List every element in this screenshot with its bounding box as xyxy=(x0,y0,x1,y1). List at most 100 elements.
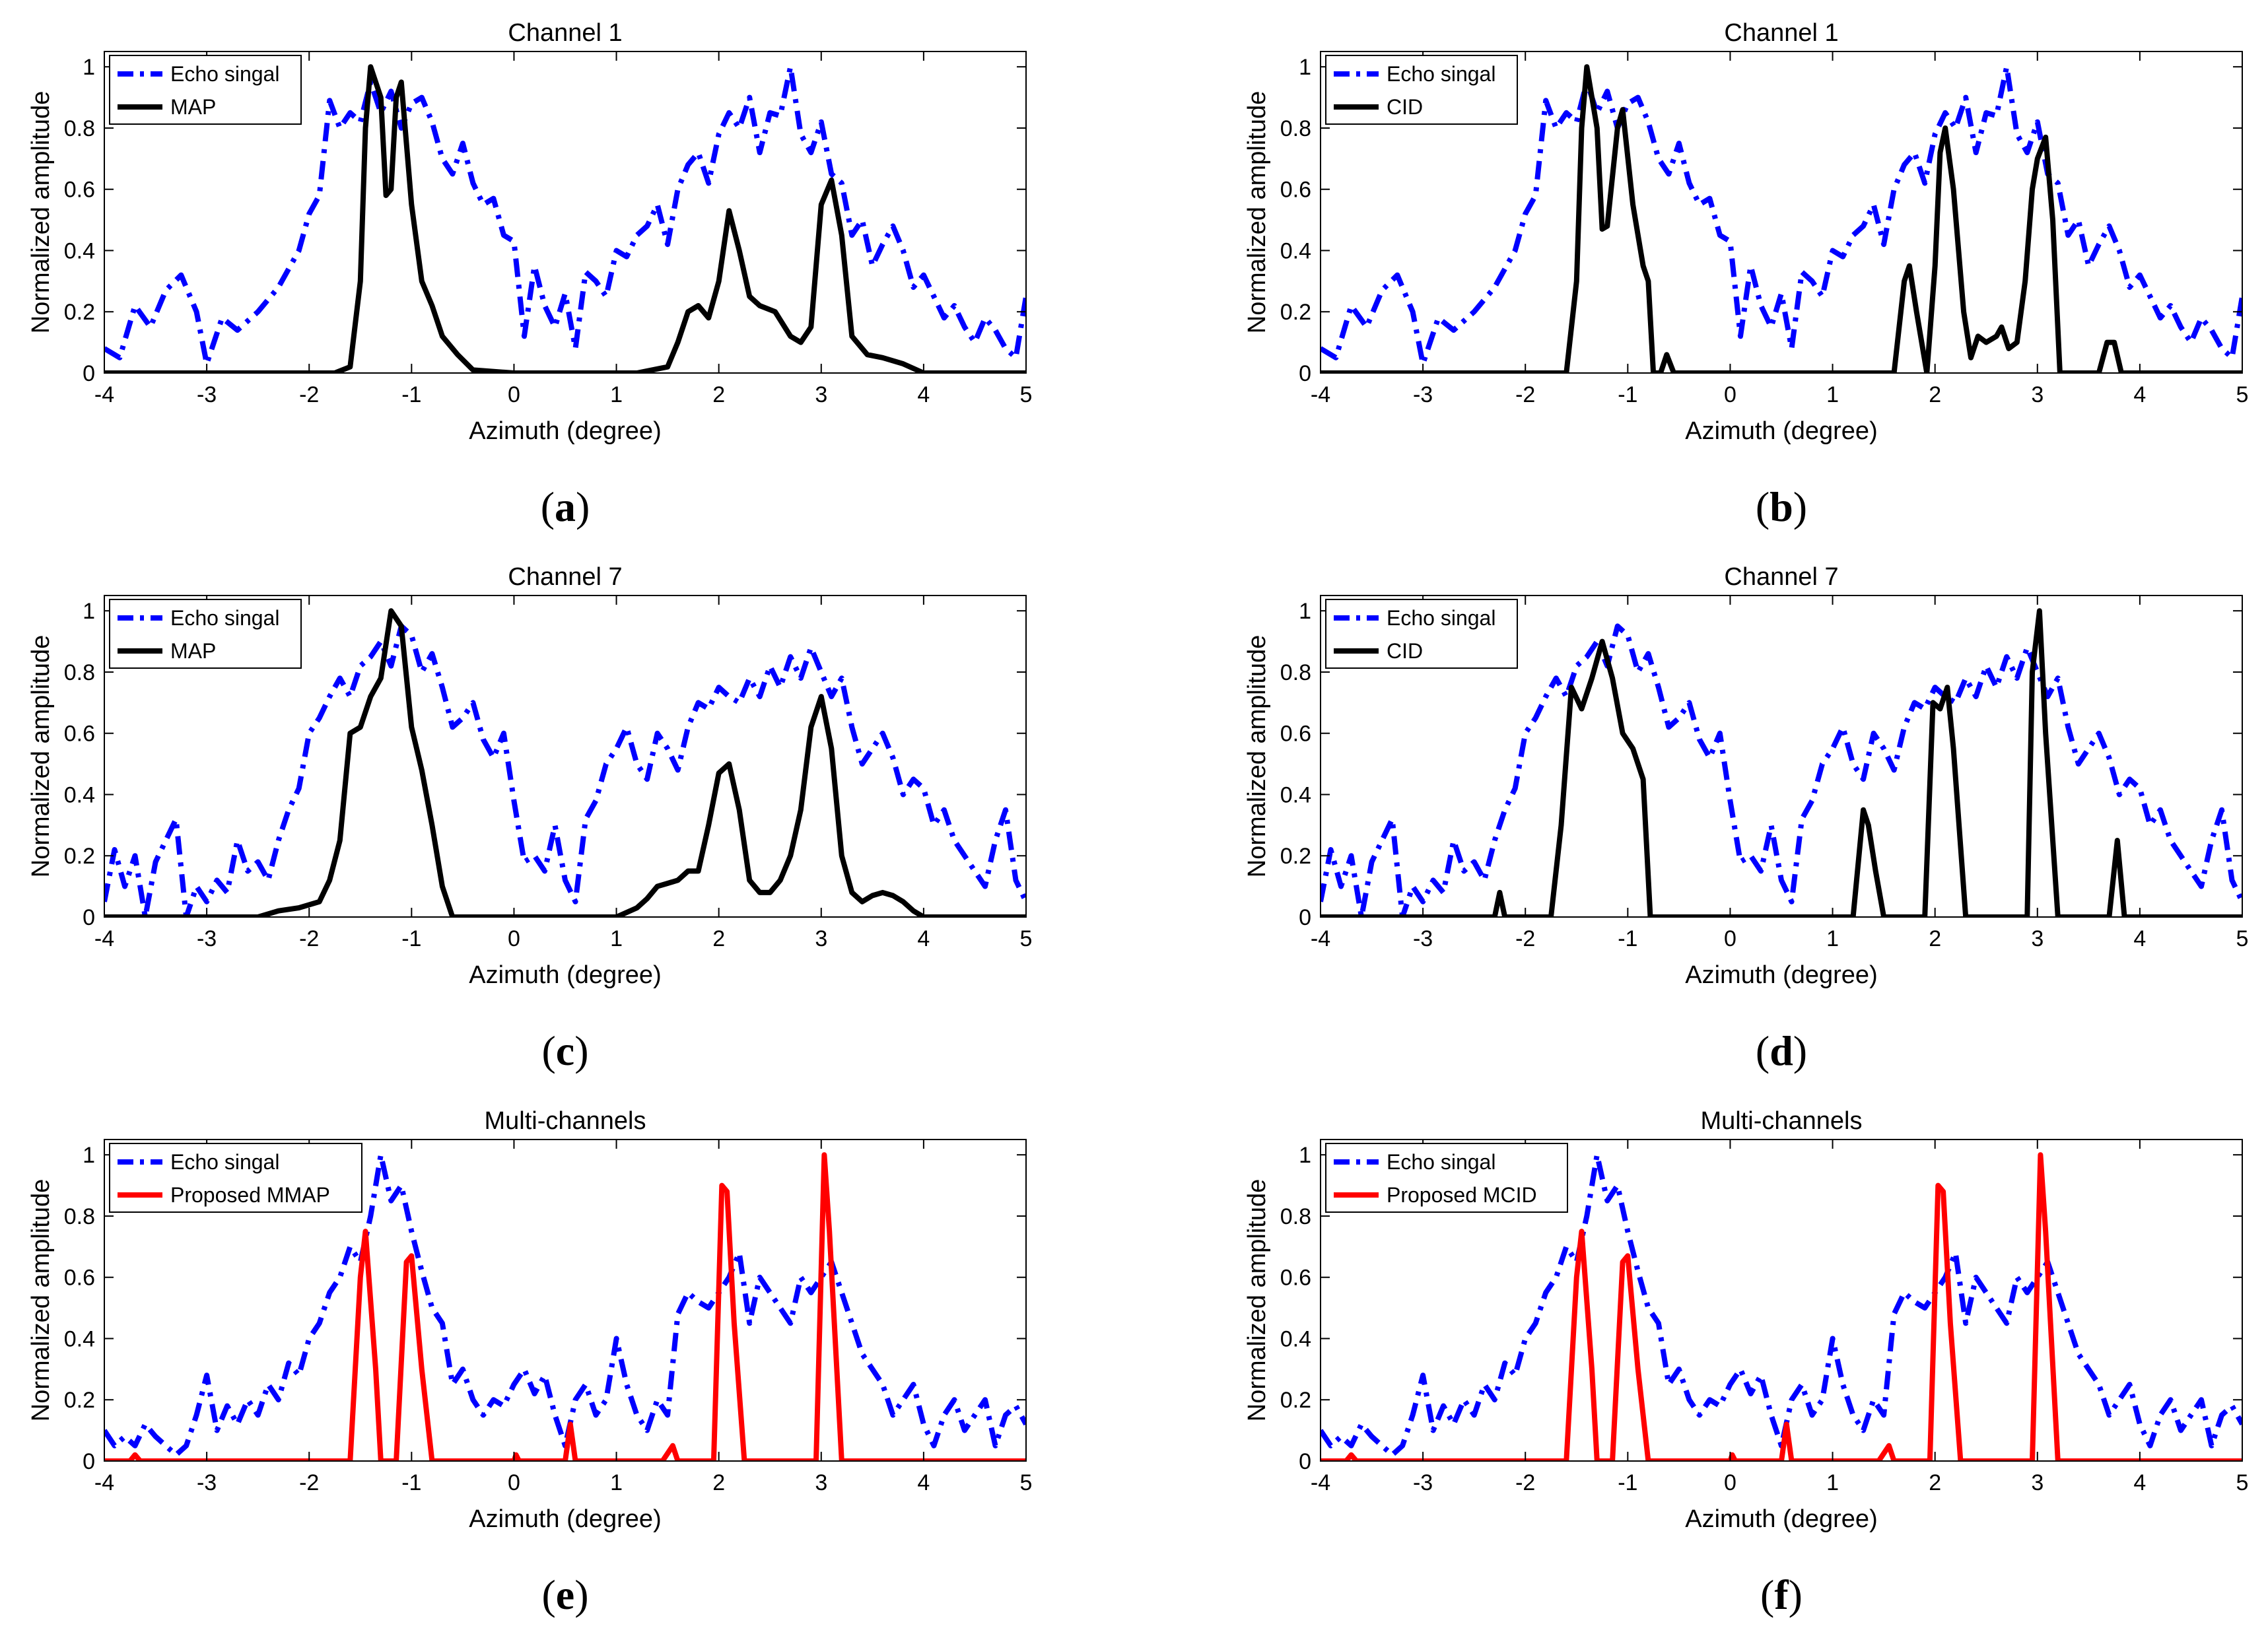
chart-title: Channel 1 xyxy=(508,19,622,47)
x-tick-label: 5 xyxy=(1020,382,1033,407)
y-tick-label: 0.6 xyxy=(64,722,95,747)
x-tick-label: 3 xyxy=(2031,926,2044,951)
legend-label: MAP xyxy=(170,639,216,663)
x-tick-label: -3 xyxy=(1413,382,1433,407)
x-tick-label: 1 xyxy=(1826,382,1839,407)
x-tick-label: 3 xyxy=(2031,382,2044,407)
legend-label: Proposed MCID xyxy=(1387,1183,1537,1207)
y-tick-label: 0.2 xyxy=(1280,300,1311,325)
x-tick-label: -4 xyxy=(94,1470,114,1495)
legend: Echo singal MAP xyxy=(109,599,302,669)
x-tick-label: 5 xyxy=(2236,1470,2249,1495)
y-tick-label: 0.8 xyxy=(64,116,95,141)
x-tick-label: -4 xyxy=(94,382,114,407)
legend-box xyxy=(1325,1143,1568,1213)
plot-frame xyxy=(104,1139,1027,1462)
panel-caption: (f) xyxy=(1760,1571,1803,1618)
legend-box xyxy=(109,55,302,125)
chart-panel-c: Channel 7 -4 -3 -2 -1 0 1 2 3 4 5 0 0.2 0.4 0.6 0.8 1 Azi… xyxy=(27,563,1032,1074)
y-axis-label: Normalized amplitude xyxy=(1243,91,1271,334)
legend-label: Echo singal xyxy=(170,1150,279,1174)
x-tick-label: -2 xyxy=(1515,926,1535,951)
y-tick-label: 1 xyxy=(1299,1143,1311,1168)
plot-frame xyxy=(104,595,1027,918)
x-tick-label: -1 xyxy=(401,926,421,951)
x-axis-label: Azimuth (degree) xyxy=(469,1505,661,1533)
x-tick-label: 3 xyxy=(815,1470,827,1495)
x-tick-label: -4 xyxy=(1311,1470,1330,1495)
y-tick-label: 0.6 xyxy=(64,178,95,203)
y-tick-label: 0.4 xyxy=(1280,1326,1311,1351)
y-tick-label: 0.4 xyxy=(64,238,95,263)
y-tick-label: 0 xyxy=(1299,1449,1311,1474)
x-tick-label: 0 xyxy=(1724,1470,1736,1495)
chart-panel-e: Multi-channels -4 -3 -2 -1 0 1 2 3 4 5 0 0.2 0.4 0.6 0.… xyxy=(27,1107,1032,1618)
caption-open-paren: ( xyxy=(541,483,555,530)
panel-caption: (c) xyxy=(541,1027,588,1074)
y-tick-label: 0.4 xyxy=(64,1326,95,1351)
series-line-result xyxy=(104,608,1026,917)
caption-close-paren: ) xyxy=(1793,1027,1807,1074)
y-tick-label: 0.2 xyxy=(64,300,95,325)
x-tick-label: 1 xyxy=(610,382,623,407)
x-tick-label: 2 xyxy=(1929,1470,1941,1495)
legend: Echo singal Proposed MMAP xyxy=(109,1143,362,1213)
caption-letter: f xyxy=(1774,1571,1789,1618)
legend-box xyxy=(1325,599,1518,669)
x-tick-label: -1 xyxy=(1618,382,1637,407)
x-tick-label: -2 xyxy=(1515,1470,1535,1495)
x-tick-label: 0 xyxy=(508,926,520,951)
legend-label: Echo singal xyxy=(1387,606,1495,630)
plot-frame xyxy=(1320,51,2243,374)
series-line-echo xyxy=(1321,623,2242,917)
y-tick-label: 0.6 xyxy=(1280,178,1311,203)
y-tick-label: 0.2 xyxy=(64,844,95,869)
y-tick-label: 1 xyxy=(1299,55,1311,80)
legend: Echo singal Proposed MCID xyxy=(1325,1143,1568,1213)
caption-close-paren: ) xyxy=(574,1571,588,1618)
x-tick-label: -1 xyxy=(401,1470,421,1495)
caption-letter: a xyxy=(555,483,576,530)
x-axis-label: Azimuth (degree) xyxy=(469,961,661,989)
legend-label: Proposed MMAP xyxy=(170,1183,330,1207)
x-tick-label: 1 xyxy=(1826,926,1839,951)
caption-letter: c xyxy=(556,1027,574,1074)
x-tick-label: -1 xyxy=(1618,926,1637,951)
series-line-result xyxy=(1321,608,2242,917)
y-tick-label: 1 xyxy=(83,599,95,624)
caption-letter: e xyxy=(556,1571,574,1618)
chart-panel-f: Multi-channels -4 -3 -2 -1 0 1 2 3 4 5 0 0.2 0.4 0.6 0.… xyxy=(1243,1107,2248,1618)
x-tick-label: -1 xyxy=(401,382,421,407)
x-tick-label: -1 xyxy=(1618,1470,1637,1495)
chart-title: Multi-channels xyxy=(485,1107,646,1135)
x-tick-label: 3 xyxy=(815,382,827,407)
x-tick-label: -4 xyxy=(1311,382,1330,407)
legend-label: Echo singal xyxy=(1387,1150,1495,1174)
legend-label: Echo singal xyxy=(170,606,279,630)
y-axis-label: Normalized amplitude xyxy=(1243,1179,1271,1422)
y-tick-label: 0.6 xyxy=(1280,1266,1311,1291)
x-tick-label: 2 xyxy=(1929,926,1941,951)
panel-caption: (d) xyxy=(1756,1027,1807,1074)
x-tick-label: 1 xyxy=(610,1470,623,1495)
x-tick-label: 0 xyxy=(508,382,520,407)
series-line-result xyxy=(1321,64,2242,373)
y-tick-label: 0.8 xyxy=(1280,1204,1311,1229)
plot-frame xyxy=(104,51,1027,374)
legend-label: Echo singal xyxy=(170,62,279,86)
y-tick-label: 1 xyxy=(83,1143,95,1168)
y-tick-label: 0 xyxy=(83,905,95,930)
x-tick-label: -4 xyxy=(94,926,114,951)
legend-label: CID xyxy=(1387,95,1423,119)
x-tick-label: 0 xyxy=(1724,382,1736,407)
x-tick-label: 2 xyxy=(1929,382,1941,407)
legend: Echo singal CID xyxy=(1325,55,1518,125)
y-tick-label: 0.2 xyxy=(1280,844,1311,869)
plot-frame xyxy=(1320,595,2243,918)
x-axis-label: Azimuth (degree) xyxy=(469,417,661,445)
x-tick-label: -3 xyxy=(1413,926,1433,951)
legend-box xyxy=(109,1143,362,1213)
legend: Echo singal CID xyxy=(1325,599,1518,669)
x-tick-label: 5 xyxy=(1020,1470,1033,1495)
caption-open-paren: ( xyxy=(541,1027,555,1074)
